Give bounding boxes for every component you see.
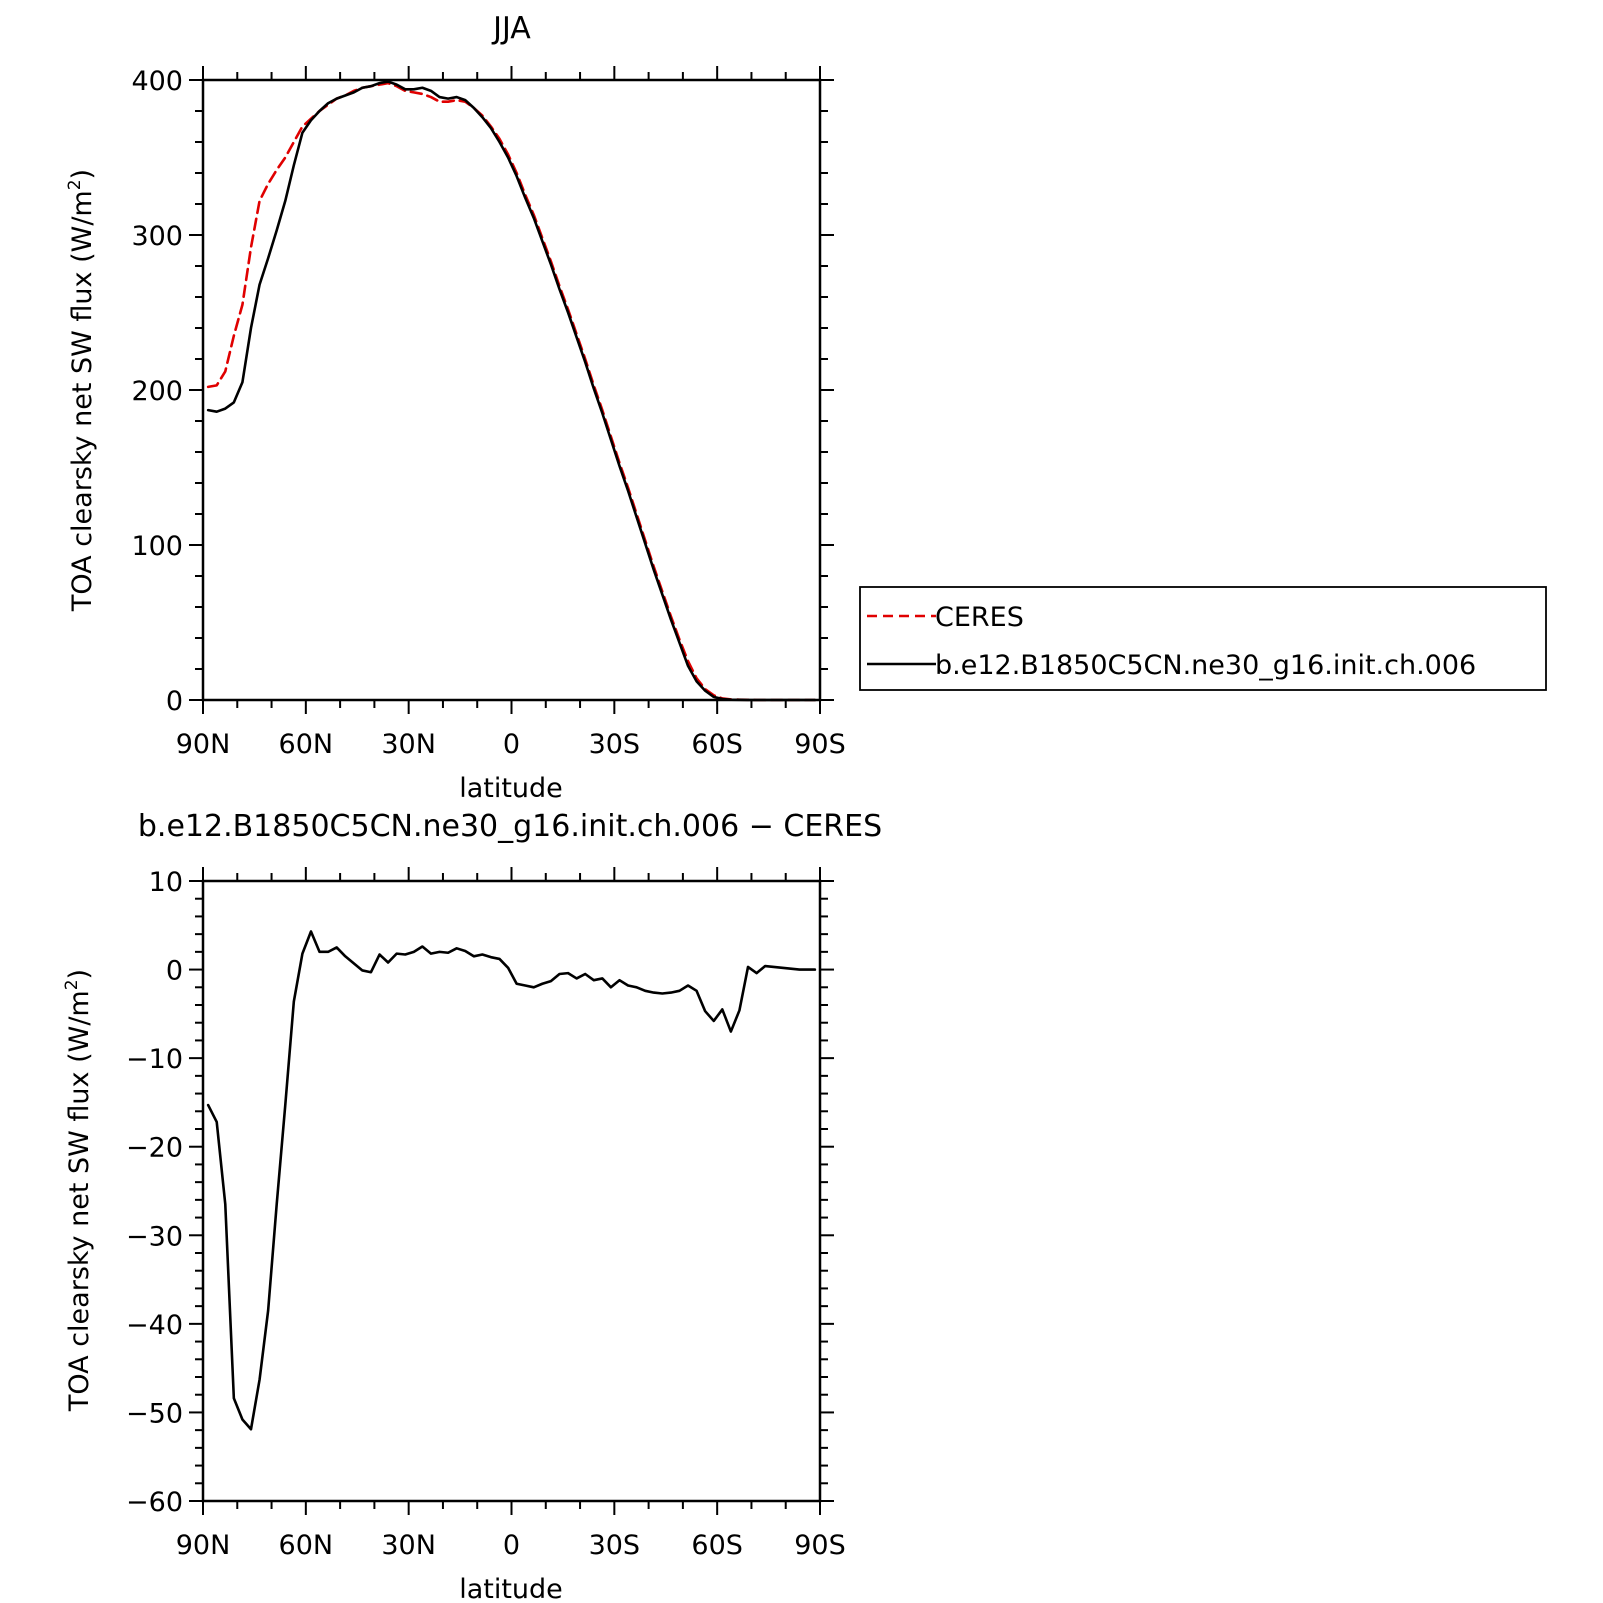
bottom-x-tick-label: 90N [176, 1530, 231, 1561]
bottom-y-axis-label-end: ) [64, 969, 95, 980]
top-y-tick-label: 400 [131, 66, 183, 97]
bottom-y-axis-label-sup: 2 [62, 979, 82, 990]
top-x-tick-label: 90N [176, 729, 231, 760]
bottom-x-tick-label: 60S [691, 1530, 743, 1561]
top-x-tick-label: 0 [503, 729, 520, 760]
top-series-line-ceres [206, 81, 817, 702]
top-plot-frame [201, 78, 822, 702]
bottom-x-tick-label: 30S [589, 1530, 641, 1561]
bottom-y-tick-label: 0 [166, 956, 183, 987]
top-y-axis-label-sup: 2 [65, 179, 85, 190]
top-y-tick-label: 0 [166, 686, 183, 717]
top-y-tick-label: 100 [131, 531, 183, 562]
top-x-tick-label: 90S [794, 729, 846, 760]
top-x-tick-label: 60S [691, 729, 743, 760]
legend-box [859, 586, 1547, 691]
bottom-y-tick-label: −40 [126, 1310, 183, 1341]
bottom-y-tick-label: −30 [126, 1221, 183, 1252]
bottom-panel: b.e12.B1850C5CN.ne30_g16.init.ch.006 − C… [62, 809, 882, 1603]
bottom-y-tick-label: 10 [149, 867, 183, 898]
bottom-y-tick-label: −10 [126, 1044, 183, 1075]
bottom-y-axis-label-main: TOA clearsky net SW flux (W/m [64, 990, 95, 1412]
top-x-tick-label: 30N [381, 729, 436, 760]
top-y-tick-label: 200 [131, 376, 183, 407]
bottom-x-tick-label: 30N [381, 1530, 436, 1561]
bottom-series-layer [206, 930, 817, 1431]
bottom-x-tick-labels: 90N 60N 30N 0 30S 60S 90S [176, 1530, 846, 1561]
top-y-tick-label: 300 [131, 221, 183, 252]
top-tick-marks [189, 66, 834, 714]
bottom-x-tick-label: 60N [279, 1530, 334, 1561]
top-chart-title: JJA [491, 11, 531, 46]
bottom-plot-frame [201, 879, 822, 1503]
top-y-axis-label-main: TOA clearsky net SW flux (W/m [67, 190, 98, 612]
bottom-x-tick-label: 90S [794, 1530, 846, 1561]
top-y-tick-labels: 0 100 200 300 400 [131, 66, 183, 717]
top-y-axis-label-end: ) [67, 169, 98, 180]
top-x-axis-label: latitude [459, 773, 563, 804]
top-y-axis-label: TOA clearsky net SW flux (W/m2) [65, 169, 98, 612]
bottom-x-axis-label: latitude [459, 1574, 563, 1603]
legend: CERES b.e12.B1850C5CN.ne30_g16.init.ch.0… [859, 586, 1547, 691]
top-series-layer [206, 80, 817, 702]
bottom-y-axis-label: TOA clearsky net SW flux (W/m2) [62, 969, 95, 1412]
top-panel: JJA 0 100 200 300 400 90N 60N 30N 0 30S 60S 90S la… [65, 11, 1547, 804]
legend-label-model: b.e12.B1850C5CN.ne30_g16.init.ch.006 [935, 650, 1476, 681]
top-x-tick-label: 60N [279, 729, 334, 760]
top-series-line-model [206, 80, 817, 702]
bottom-y-tick-label: −20 [126, 1133, 183, 1164]
bottom-x-tick-label: 0 [503, 1530, 520, 1561]
bottom-chart-title: b.e12.B1850C5CN.ne30_g16.init.ch.006 − C… [138, 809, 882, 844]
bottom-tick-marks [189, 867, 834, 1515]
bottom-y-tick-labels: 10 0 −10 −20 −30 −40 −50 −60 [126, 867, 183, 1518]
top-x-tick-label: 30S [589, 729, 641, 760]
bottom-series-line-model [206, 930, 817, 1431]
bottom-y-tick-label: −60 [126, 1487, 183, 1518]
bottom-y-tick-label: −50 [126, 1398, 183, 1429]
legend-label-ceres: CERES [935, 602, 1024, 633]
top-x-tick-labels: 90N 60N 30N 0 30S 60S 90S [176, 729, 846, 760]
